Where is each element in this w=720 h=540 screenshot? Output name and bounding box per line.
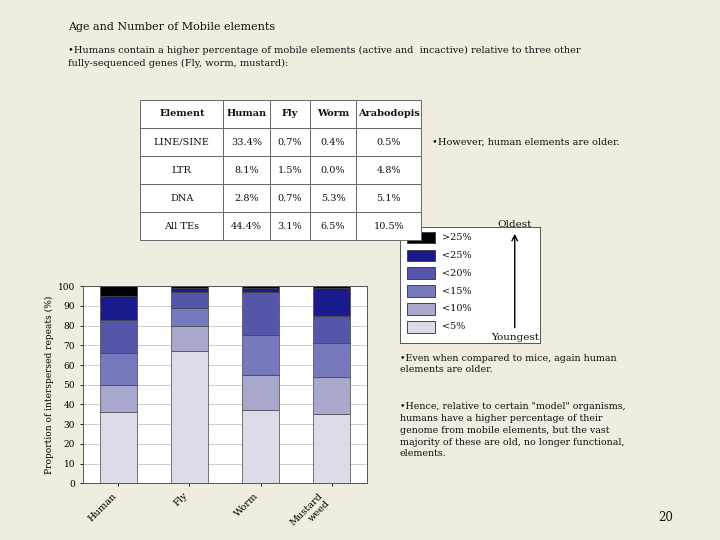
Text: 0.0%: 0.0%	[320, 166, 346, 174]
Text: 2.8%: 2.8%	[234, 194, 259, 202]
Text: 20: 20	[658, 511, 673, 524]
Text: 0.5%: 0.5%	[377, 138, 401, 146]
Text: Youngest: Youngest	[491, 333, 539, 342]
Bar	[407, 267, 435, 279]
Text: Human: Human	[227, 110, 266, 118]
Bar	[242, 286, 279, 288]
Text: Arabodopis: Arabodopis	[358, 110, 420, 118]
Text: Element: Element	[159, 110, 204, 118]
Bar	[313, 288, 350, 316]
Bar	[313, 377, 350, 414]
Text: Fly: Fly	[282, 110, 298, 118]
Y-axis label: Proportion of interspersed repeats (%): Proportion of interspersed repeats (%)	[45, 295, 54, 474]
Text: LINE/SINE: LINE/SINE	[154, 138, 210, 146]
Bar	[242, 292, 279, 335]
Bar	[242, 410, 279, 483]
Text: Worm: Worm	[317, 110, 349, 118]
Bar	[100, 286, 137, 296]
Text: 33.4%: 33.4%	[231, 138, 262, 146]
Bar	[242, 375, 279, 410]
Text: <15%: <15%	[442, 287, 472, 295]
Text: 0.7%: 0.7%	[277, 194, 302, 202]
Bar	[171, 308, 208, 326]
Text: LTR: LTR	[172, 166, 192, 174]
Bar	[313, 286, 350, 288]
Bar	[171, 286, 208, 288]
Text: 0.4%: 0.4%	[320, 138, 346, 146]
Bar	[407, 232, 435, 244]
Text: 4.8%: 4.8%	[377, 166, 401, 174]
Text: Oldest: Oldest	[498, 220, 532, 228]
Text: All TEs: All TEs	[164, 222, 199, 231]
Text: 0.7%: 0.7%	[277, 138, 302, 146]
Bar	[171, 326, 208, 351]
Text: 5.1%: 5.1%	[377, 194, 401, 202]
Bar	[100, 296, 137, 320]
Bar	[407, 285, 435, 297]
Text: <10%: <10%	[442, 305, 472, 313]
Text: 3.1%: 3.1%	[277, 222, 302, 231]
Bar	[242, 335, 279, 375]
Text: <5%: <5%	[442, 322, 465, 332]
Text: •Humans contain a higher percentage of mobile elements (active and  incactive) r: •Humans contain a higher percentage of m…	[68, 46, 581, 68]
Text: <20%: <20%	[442, 269, 472, 278]
Text: Age and Number of Mobile elements: Age and Number of Mobile elements	[68, 22, 276, 32]
Text: •Even when compared to mice, again human
elements are older.: •Even when compared to mice, again human…	[400, 354, 616, 375]
Text: •However, human elements are older.: •However, human elements are older.	[432, 138, 620, 146]
Text: <25%: <25%	[442, 251, 472, 260]
Text: 44.4%: 44.4%	[231, 222, 262, 231]
Bar	[313, 414, 350, 483]
Bar	[313, 343, 350, 377]
Bar	[171, 288, 208, 292]
Bar	[100, 320, 137, 353]
Text: 8.1%: 8.1%	[234, 166, 259, 174]
Text: 6.5%: 6.5%	[320, 222, 346, 231]
Bar	[242, 288, 279, 292]
Text: 10.5%: 10.5%	[374, 222, 404, 231]
Bar	[171, 292, 208, 308]
Bar	[100, 353, 137, 384]
Text: 5.3%: 5.3%	[320, 194, 346, 202]
Bar	[407, 249, 435, 261]
Bar	[171, 351, 208, 483]
Bar	[313, 316, 350, 343]
Bar	[407, 321, 435, 333]
Bar	[100, 384, 137, 413]
Text: >25%: >25%	[442, 233, 472, 242]
Bar	[407, 303, 435, 315]
Bar	[100, 413, 137, 483]
Text: •Hence, relative to certain "model" organisms,
humans have a higher percentage o: •Hence, relative to certain "model" orga…	[400, 402, 625, 458]
Text: 1.5%: 1.5%	[277, 166, 302, 174]
Text: DNA: DNA	[170, 194, 194, 202]
